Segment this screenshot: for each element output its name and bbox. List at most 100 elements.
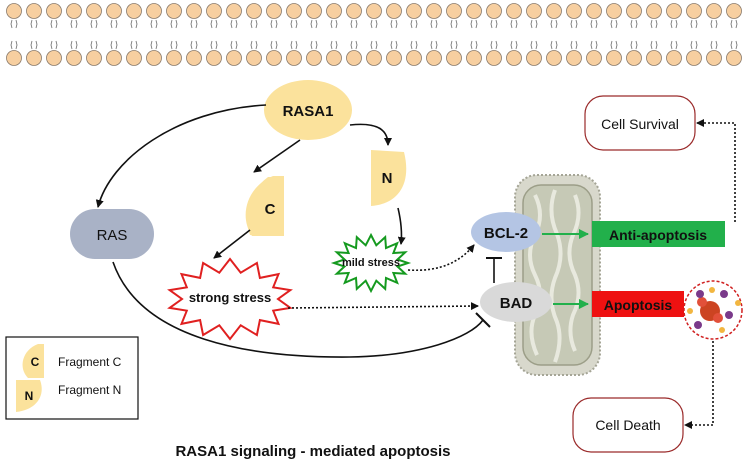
lipid-tail (395, 40, 398, 50)
lipid-tail (335, 19, 338, 29)
dotted-mild-to-bcl2 (407, 244, 475, 272)
lipid-tail (470, 19, 473, 29)
lipid-tail (50, 40, 53, 50)
lipid-head (506, 3, 522, 19)
lipid-tail (570, 40, 573, 50)
legend: C Fragment C N Fragment N (5, 336, 139, 420)
lipid-head (366, 50, 382, 66)
lipid-head (6, 50, 22, 66)
lipid-tail (250, 19, 253, 29)
lipid-head (466, 50, 482, 66)
lipid-tail (270, 40, 273, 50)
lipid-tail (370, 40, 373, 50)
lipid-head (686, 50, 702, 66)
mild-stress-node: mild stress (330, 232, 412, 294)
lipid-head (206, 50, 222, 66)
lipid-head (86, 3, 102, 19)
lipid-tail (195, 40, 198, 50)
apoptotic-cell-icon (683, 280, 743, 340)
dotted-anti-to-survival (696, 119, 736, 222)
lipid-head (366, 3, 382, 19)
lipid-tail (55, 40, 58, 50)
lipid-tail (615, 40, 618, 50)
lipid-tail (510, 19, 513, 29)
lipid-head (146, 50, 162, 66)
lipid-tail (490, 19, 493, 29)
lipid-tail (315, 19, 318, 29)
lipid-head (486, 3, 502, 19)
lipid-tail (10, 40, 13, 50)
lipid-tail (715, 19, 718, 29)
lipid-head (286, 3, 302, 19)
lipid-tail (415, 40, 418, 50)
lipid-tail (410, 40, 413, 50)
lipid-tail (70, 40, 73, 50)
lipid-head (386, 50, 402, 66)
lipid-tail (135, 40, 138, 50)
lipid-head (106, 3, 122, 19)
dotted-strong-to-bad (287, 302, 479, 311)
lipid-tail (215, 40, 218, 50)
lipid-head (686, 3, 702, 19)
anti-apoptosis-box: Anti-apoptosis (592, 221, 725, 247)
lipid-head (186, 50, 202, 66)
lipid-head (326, 3, 342, 19)
lipid-head (226, 3, 242, 19)
lipid-head (546, 50, 562, 66)
lipid-tail (515, 19, 518, 29)
lipid-tail (730, 40, 733, 50)
lipid-tail (15, 40, 18, 50)
lipid-tail (255, 40, 258, 50)
lipid-tail (455, 19, 458, 29)
lipid-tail (210, 40, 213, 50)
ras-label: RAS (97, 227, 128, 244)
lipid-head (526, 50, 542, 66)
lipid-head (506, 50, 522, 66)
lipid-tail (555, 40, 558, 50)
lipid-tail (555, 19, 558, 29)
lipid-tail (375, 19, 378, 29)
lipid-tail (610, 40, 613, 50)
fragment-n-label: N (382, 170, 393, 187)
lipid-head (566, 3, 582, 19)
lipid-head (466, 3, 482, 19)
strong-stress-node: strong stress (167, 257, 293, 341)
lipid-tail (130, 40, 133, 50)
lipid-tail (290, 40, 293, 50)
lipid-tail (270, 19, 273, 29)
cell-survival-box: Cell Survival (584, 95, 696, 151)
lipid-tail (535, 40, 538, 50)
lipid-head (266, 3, 282, 19)
lipid-tail (530, 40, 533, 50)
lipid-tail (650, 19, 653, 29)
lipid-head (246, 3, 262, 19)
lipid-tail (55, 19, 58, 29)
lipid-head (66, 50, 82, 66)
lipid-tail (355, 40, 358, 50)
lipid-tail (650, 40, 653, 50)
cell-death-label: Cell Death (595, 417, 660, 433)
lipid-tail (110, 19, 113, 29)
lipid-tail (575, 19, 578, 29)
lipid-tail (470, 40, 473, 50)
lipid-tail (695, 19, 698, 29)
lipid-tail (155, 19, 158, 29)
lipid-head (546, 3, 562, 19)
lipid-head (346, 50, 362, 66)
lipid-head (566, 50, 582, 66)
lipid-tail (430, 19, 433, 29)
lipid-tail (335, 40, 338, 50)
lipid-head (586, 3, 602, 19)
rasa1-node: RASA1 (264, 80, 352, 140)
rasa1-label: RASA1 (283, 103, 334, 120)
lipid-tail (110, 40, 113, 50)
lipid-head (706, 3, 722, 19)
lipid-tail (490, 40, 493, 50)
lipid-tail (475, 19, 478, 29)
lipid-tail (415, 19, 418, 29)
lipid-tail (230, 40, 233, 50)
lipid-tail (550, 40, 553, 50)
lipid-tail (30, 40, 33, 50)
apoptosis-label: Apoptosis (604, 297, 673, 313)
lipid-tail (675, 19, 678, 29)
